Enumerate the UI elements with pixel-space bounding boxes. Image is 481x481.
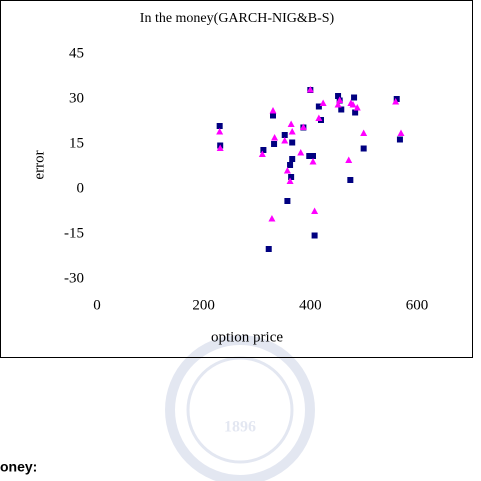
- data-point: [289, 139, 296, 146]
- data-point: [310, 153, 316, 159]
- data-point: [360, 145, 367, 152]
- data-point: [216, 144, 224, 151]
- data-point: [289, 156, 296, 162]
- footer-text: oney:: [0, 459, 37, 475]
- watermark-ring: [165, 335, 315, 481]
- data-point: [349, 101, 357, 108]
- data-point: [283, 167, 291, 174]
- data-point: [345, 156, 353, 163]
- data-point: [281, 132, 288, 138]
- y-tick-label: 30: [69, 90, 84, 106]
- data-point: [360, 129, 368, 136]
- y-tick-label: 15: [69, 135, 84, 151]
- data-point: [393, 96, 400, 102]
- data-point: [315, 103, 322, 110]
- data-point: [281, 137, 289, 144]
- y-tick-label: -15: [64, 225, 84, 241]
- data-point: [315, 114, 323, 121]
- data-point: [268, 215, 276, 222]
- chart-frame: [0, 0, 473, 358]
- y-axis-label: error: [31, 150, 47, 179]
- data-point: [287, 120, 295, 127]
- watermark-text: 1896: [224, 419, 256, 436]
- data-point: [271, 141, 278, 147]
- data-point: [287, 162, 294, 168]
- data-point: [311, 232, 318, 239]
- data-point: [258, 150, 266, 157]
- data-point: [353, 104, 361, 111]
- data-point: [299, 123, 307, 130]
- data-point: [284, 198, 291, 204]
- data-point: [352, 109, 359, 116]
- data-point: [297, 149, 305, 156]
- data-point: [319, 99, 327, 106]
- x-tick-label: 400: [299, 297, 322, 313]
- data-point: [338, 106, 345, 113]
- data-point: [288, 128, 296, 135]
- watermark-inner: [186, 356, 294, 464]
- data-point: [397, 129, 405, 136]
- data-point: [335, 93, 342, 99]
- data-point: [334, 101, 342, 108]
- y-tick-label: 0: [77, 180, 85, 196]
- data-point: [311, 207, 319, 214]
- data-point: [309, 158, 317, 165]
- y-tick-label: 45: [69, 45, 84, 61]
- data-point: [288, 174, 295, 180]
- x-axis-label: option price: [211, 329, 283, 345]
- data-point: [260, 147, 267, 153]
- x-tick-label: 0: [93, 297, 101, 313]
- data-point: [306, 86, 314, 93]
- chart-title: In the money(GARCH-NIG&B-S): [140, 11, 335, 26]
- data-point: [392, 98, 400, 105]
- x-tick-label: 600: [406, 297, 429, 313]
- x-tick-label: 200: [192, 297, 215, 313]
- data-point: [286, 177, 294, 184]
- data-point: [269, 107, 277, 114]
- data-point: [270, 112, 276, 119]
- data-point: [306, 153, 313, 159]
- data-point: [216, 123, 223, 129]
- data-point: [271, 134, 279, 141]
- data-point: [336, 96, 344, 103]
- data-point: [265, 246, 272, 252]
- data-point: [351, 94, 358, 101]
- y-tick-label: -30: [64, 270, 84, 286]
- data-point: [396, 136, 403, 143]
- data-point: [216, 128, 224, 135]
- data-point: [347, 177, 354, 183]
- watermark: 1896: [165, 335, 315, 481]
